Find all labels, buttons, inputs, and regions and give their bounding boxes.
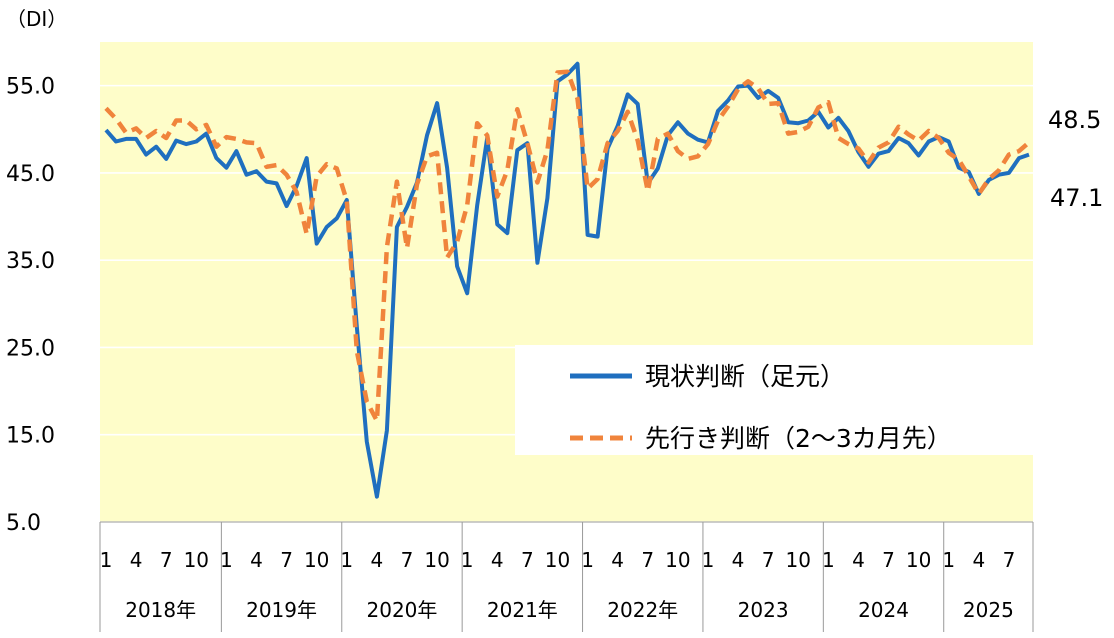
x-tick-label: 10 [665,548,690,572]
x-tick-label: 7 [882,548,895,572]
year-label: 2024 [858,598,909,622]
x-tick-label: 7 [160,548,173,572]
legend: 現状判断（足元） 先行き判断（2〜3カ月先） [570,362,952,453]
legend-label: 現状判断（足元） [645,362,845,391]
x-tick-label: 10 [184,548,209,572]
x-tick-label: 10 [304,548,329,572]
current-series-line [104,61,1030,499]
x-tick-label: 4 [250,548,263,572]
x-tick-label: 4 [491,548,504,572]
year-label: 2025 [963,598,1014,622]
year-label: 2019年 [246,598,317,622]
y-tick-label: 55.0 [6,75,55,100]
end-value-label: 47.1 [1050,184,1103,212]
y-tick-label: 15.0 [6,424,55,449]
x-tick-label: 1 [822,548,835,572]
x-tick-label: 7 [762,548,775,572]
axes [99,521,1034,632]
x-tick-label: 10 [786,548,811,572]
x-tick-label: 7 [280,548,293,572]
y-tick-label: 25.0 [6,336,55,361]
x-tick-label: 4 [972,548,985,572]
year-label: 2018年 [125,598,196,622]
forecast-series-line [104,69,1031,424]
end-value-label: 48.5 [1048,106,1101,134]
year-labels: 2018年 2019年 2020年 2021年 2022年 2023 2024 2025 [125,598,1014,622]
x-tick-label: 10 [424,548,449,572]
x-tick-label: 1 [100,548,113,572]
x-tick-label: 1 [581,548,594,572]
x-tick-label: 1 [220,548,233,572]
x-tick-label: 4 [130,548,143,572]
end-labels: 47.1 48.5 [1048,106,1103,212]
x-tick-label: 10 [906,548,931,572]
y-tick-label: 45.0 [6,162,55,187]
x-tick-label: 4 [611,548,624,572]
legend-label: 先行き判断（2〜3カ月先） [645,424,952,453]
x-tick-label: 1 [702,548,715,572]
x-tick-label: 1 [340,548,353,572]
x-tick-label: 4 [852,548,865,572]
year-label: 2021年 [487,598,558,622]
y-unit-label: （DI） [6,7,67,31]
x-tick-label: 7 [641,548,654,572]
y-tick-labels: 55.0 45.0 35.0 25.0 15.0 5.0 [6,75,55,536]
x-tick-label: 4 [371,548,384,572]
year-label: 2023 [738,598,789,622]
x-tick-label: 1 [461,548,474,572]
x-tick-label: 7 [521,548,534,572]
x-tick-label: 10 [545,548,570,572]
x-tick-labels: 1 4 7 10 1 4 7 10 1 4 7 10 1 4 7 10 1 4 7 10 1 4 7 10 1 4 7 10 1 4 7 [100,548,1016,572]
year-label: 2022年 [607,598,678,622]
x-tick-label: 7 [401,548,414,572]
x-tick-label: 4 [732,548,745,572]
series-lines [104,61,1031,499]
y-tick-label: 5.0 [6,511,41,536]
year-label: 2020年 [367,598,438,622]
x-tick-label: 1 [942,548,955,572]
y-tick-label: 35.0 [6,249,55,274]
x-tick-label: 7 [1003,548,1016,572]
